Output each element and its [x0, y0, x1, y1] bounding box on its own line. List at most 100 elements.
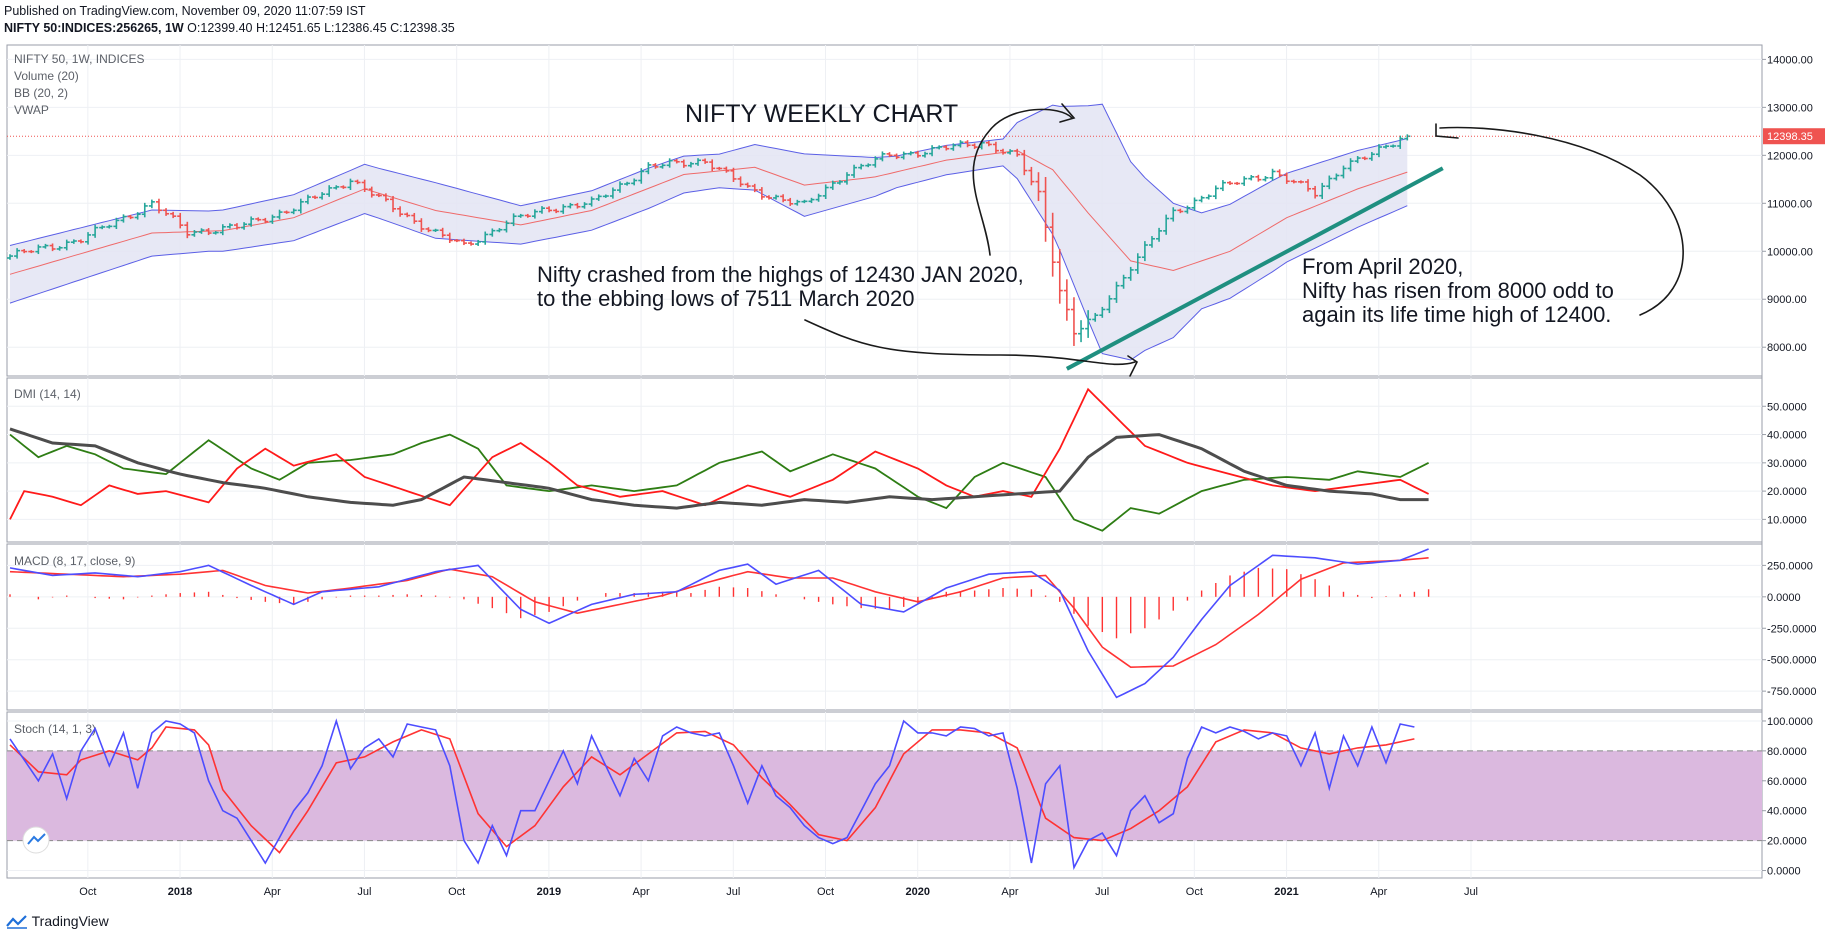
price-bar	[602, 194, 609, 198]
price-bar	[1361, 156, 1368, 161]
price-bar	[929, 145, 936, 157]
price-tick-label: 12000.00	[1767, 150, 1813, 162]
price-bar	[957, 140, 964, 148]
published-line: Published on TradingView.com, November 0…	[4, 4, 366, 18]
price-tick-label: 11000.00	[1767, 198, 1812, 210]
time-tick-label: 2020	[905, 886, 929, 898]
trendline[interactable]	[1065, 166, 1444, 371]
macd-tick-label: 250.0000	[1767, 560, 1813, 572]
annotation-rise-line: Nifty has risen from 8000 odd to	[1302, 278, 1614, 303]
price-bar	[496, 228, 503, 233]
price-bar	[730, 167, 737, 183]
price-bar	[1234, 181, 1241, 185]
price-bar	[723, 166, 730, 173]
time-tick-label: 2019	[537, 886, 561, 898]
price-bar	[1085, 310, 1092, 338]
arrow-to-high	[1439, 126, 1684, 316]
ohlc-values: O:12399.40 H:12451.65 L:12386.45 C:12398…	[183, 21, 455, 35]
last-price-tag	[1763, 128, 1825, 145]
price-bar	[886, 152, 893, 158]
price-bar	[432, 228, 439, 232]
price-bar	[468, 241, 475, 246]
annotation-title: NIFTY WEEKLY CHART	[685, 100, 958, 128]
price-bar	[751, 183, 758, 193]
arrow-to-jan-high	[972, 108, 1073, 256]
price-bar	[680, 159, 687, 168]
price-bar	[645, 162, 652, 175]
price-bar	[595, 194, 602, 201]
price-bar	[1028, 166, 1035, 186]
price-bar	[1106, 295, 1113, 314]
price-bar	[709, 159, 716, 172]
price-y-axis: 14000.00 13000.00 12000.00 11000.00 10000.00…	[7, 54, 1813, 354]
price-bars	[7, 134, 1411, 346]
time-tick-label: Oct	[79, 886, 96, 898]
price-bar	[801, 199, 808, 204]
price-bar	[1305, 179, 1312, 192]
price-bar	[787, 197, 794, 206]
time-tick-label: Jul	[1095, 886, 1109, 898]
price-bar	[368, 186, 375, 198]
arrow-head-high	[1435, 123, 1459, 139]
price-bar	[971, 143, 978, 149]
dmi-minus_di-line	[9, 387, 1429, 520]
price-legend-item: Volume (20)	[14, 69, 79, 83]
price-bar	[716, 166, 723, 170]
price-bar	[1283, 172, 1290, 184]
price-bar	[70, 239, 77, 244]
price-bar	[35, 244, 42, 255]
price-bar	[482, 231, 489, 245]
price-bar	[914, 150, 921, 158]
last-price-label: 12398.35	[1767, 131, 1813, 143]
price-bar	[7, 254, 13, 260]
price-bar	[893, 153, 900, 160]
price-bar	[361, 179, 368, 193]
price-bar	[1269, 168, 1276, 181]
stoch-tick-label: 20.0000	[1767, 836, 1807, 848]
macd-signal-line	[9, 557, 1429, 669]
time-tick-label: 2021	[1274, 886, 1298, 898]
price-bar	[219, 224, 226, 236]
annotation-rise-line: From April 2020,	[1302, 254, 1463, 279]
price-bar	[1127, 266, 1134, 281]
price-bar	[588, 196, 595, 207]
price-bar	[1035, 172, 1042, 201]
bb-upper-band	[9, 103, 1408, 246]
price-bar	[1347, 158, 1354, 172]
price-bar	[475, 239, 482, 246]
price-bar	[992, 141, 999, 154]
price-bar	[531, 209, 538, 219]
price-bar	[489, 228, 496, 237]
price-bar	[574, 202, 581, 209]
price-bar	[624, 181, 631, 186]
price-bar	[212, 231, 219, 235]
price-bar	[1354, 156, 1361, 164]
price-bar	[964, 140, 971, 148]
price-bar	[1113, 281, 1120, 303]
price-bar	[638, 168, 645, 184]
price-bar	[1290, 179, 1297, 184]
price-bar	[900, 151, 907, 160]
price-bar	[85, 232, 92, 245]
price-bar	[744, 182, 751, 188]
price-bar	[290, 208, 297, 215]
price-bar	[1014, 148, 1021, 157]
tradingview-brand[interactable]: TradingView	[6, 913, 109, 930]
price-bar	[1063, 279, 1070, 321]
symbol-name: NIFTY 50:INDICES:256265, 1W	[4, 21, 184, 35]
price-bar	[865, 163, 872, 168]
price-bar	[609, 187, 616, 199]
price-bar	[425, 227, 432, 233]
price-bar	[1248, 175, 1255, 181]
price-bar	[616, 181, 623, 193]
price-bar	[49, 243, 56, 252]
price-bar	[829, 180, 836, 190]
price-bar	[1007, 149, 1014, 155]
stoch-d-line	[9, 726, 1415, 854]
price-bar	[538, 206, 545, 214]
price-legend-item: NIFTY 50, 1W, INDICES	[14, 52, 144, 66]
price-bar	[248, 216, 255, 227]
price-bar	[141, 202, 148, 218]
price-bar	[1134, 253, 1141, 274]
